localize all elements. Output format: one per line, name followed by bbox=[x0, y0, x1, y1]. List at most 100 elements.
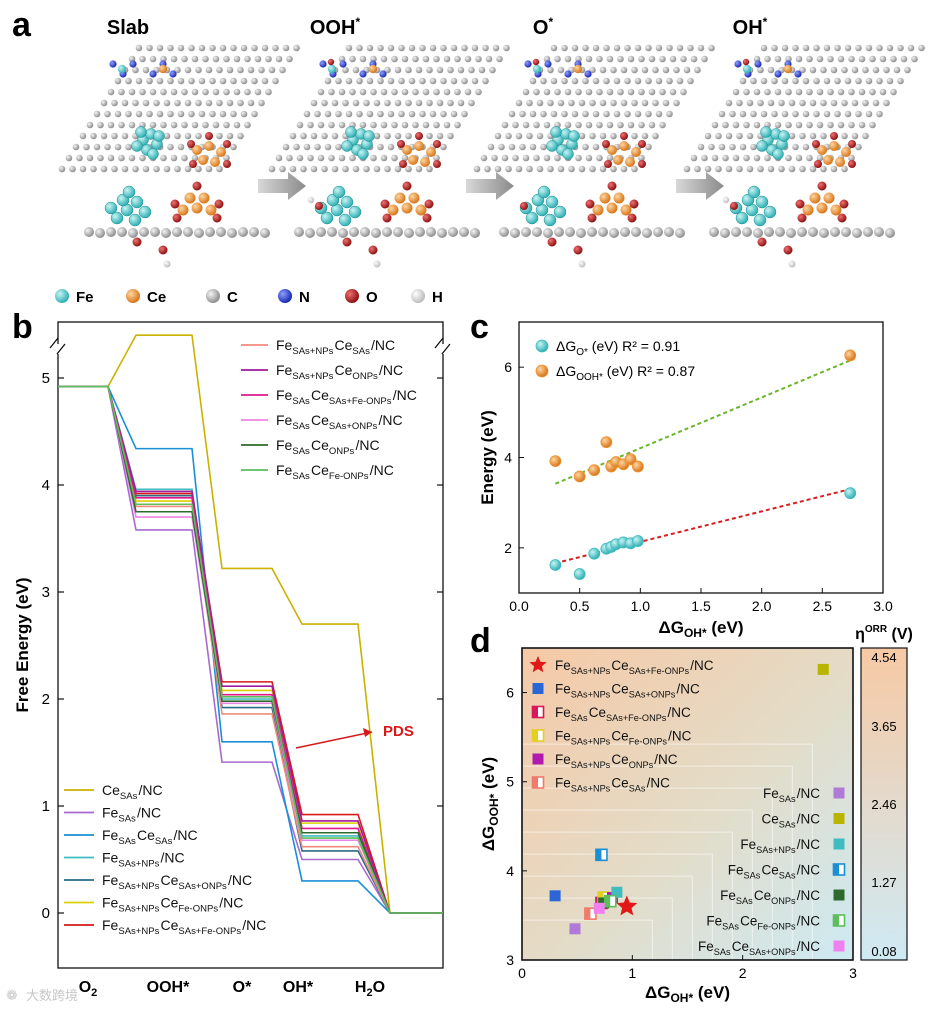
carbon-atom bbox=[170, 154, 178, 162]
carbon-atom bbox=[170, 121, 178, 129]
carbon-atom bbox=[816, 121, 824, 129]
oxygen-atom bbox=[399, 160, 407, 168]
carbon-atom bbox=[464, 55, 472, 63]
carbon-atom bbox=[128, 228, 138, 238]
carbon-atom bbox=[510, 228, 520, 238]
carbon-atom bbox=[816, 154, 824, 162]
carbon-atom bbox=[729, 143, 736, 151]
carbon-atom bbox=[508, 110, 516, 118]
carbon-atom bbox=[666, 77, 673, 85]
carbon-atom bbox=[764, 88, 771, 96]
carbon-atom bbox=[398, 44, 405, 52]
carbon-atom bbox=[596, 121, 603, 129]
carbon-atom bbox=[806, 55, 813, 63]
carbon-atom bbox=[599, 99, 607, 107]
fe-atom bbox=[735, 211, 749, 225]
legend-atom-n-icon bbox=[278, 289, 292, 303]
carbon-atom bbox=[757, 99, 764, 107]
carbon-atom bbox=[380, 121, 388, 129]
carbon-atom bbox=[272, 77, 279, 85]
carbon-atom bbox=[387, 77, 395, 85]
carbon-atom bbox=[401, 154, 409, 162]
x-tick-label: 3.0 bbox=[873, 598, 893, 614]
x-category-label: OH* bbox=[283, 979, 314, 996]
fe-atom bbox=[104, 201, 118, 215]
ce-atom bbox=[619, 141, 629, 151]
legend-label: FeSAs+NPs CeFe-ONPs /NC bbox=[555, 729, 692, 747]
carbon-atom bbox=[617, 55, 624, 63]
carbon-atom bbox=[191, 154, 199, 162]
carbon-atom bbox=[300, 165, 307, 173]
carbon-atom bbox=[181, 88, 188, 96]
carbon-atom bbox=[401, 88, 409, 96]
heatmap-background bbox=[522, 648, 853, 960]
carbon-atom bbox=[216, 227, 226, 237]
carbon-atom bbox=[293, 44, 300, 52]
carbon-atom bbox=[191, 55, 199, 63]
carbon-atom bbox=[254, 55, 262, 63]
carbon-atom bbox=[293, 143, 300, 151]
carbon-atom bbox=[461, 77, 468, 85]
carbon-atom bbox=[412, 55, 419, 63]
carbon-atom bbox=[874, 227, 884, 237]
carbon-atom bbox=[387, 143, 395, 151]
y-tick-label: 3 bbox=[42, 584, 50, 601]
carbon-atom bbox=[191, 88, 199, 96]
ce-atom bbox=[177, 204, 189, 216]
carbon-atom bbox=[610, 66, 617, 74]
carbon-atom bbox=[862, 66, 869, 74]
ce-atom bbox=[613, 192, 625, 204]
carbon-atom bbox=[841, 165, 848, 173]
carbon-atom bbox=[792, 77, 799, 85]
carbon-atom bbox=[750, 143, 757, 151]
carbon-atom bbox=[720, 228, 730, 238]
carbon-atom bbox=[335, 110, 342, 118]
carbon-atom bbox=[869, 121, 876, 129]
ce-atom bbox=[198, 155, 208, 165]
carbon-atom bbox=[349, 88, 356, 96]
carbon-atom bbox=[316, 227, 326, 237]
ce-atom bbox=[216, 147, 226, 157]
carbon-atom bbox=[470, 228, 480, 238]
carbon-atom bbox=[731, 227, 741, 237]
data-marker bbox=[595, 848, 608, 862]
carbon-atom bbox=[405, 165, 412, 173]
carbon-atom bbox=[184, 132, 192, 140]
carbon-atom bbox=[317, 154, 325, 162]
carbon-atom bbox=[450, 110, 458, 118]
carbon-atom bbox=[79, 132, 87, 140]
fe-atom bbox=[138, 205, 152, 219]
carbon-atom bbox=[634, 110, 642, 118]
carbon-atom bbox=[219, 44, 227, 52]
watermark-logo-icon: ❁ bbox=[6, 987, 18, 1003]
contour-line bbox=[522, 831, 733, 960]
carbon-atom bbox=[764, 55, 771, 63]
carbon-atom bbox=[303, 143, 311, 151]
carbon-atom bbox=[499, 227, 509, 237]
legend-label: C bbox=[227, 289, 238, 306]
carbon-atom bbox=[380, 154, 388, 162]
carbon-atom bbox=[342, 99, 349, 107]
panel-d-activity-map: 0 1 2 3 3 4 5 6 ΔGOH* (eV) ΔGOOH* (eV) ηORR (V) 4.5… bbox=[479, 624, 913, 1005]
contour-line bbox=[522, 853, 713, 960]
legend-marker-icon bbox=[531, 776, 545, 789]
carbon-atom bbox=[687, 44, 694, 52]
nitrogen-atom bbox=[319, 60, 327, 68]
legend-label: FeSAs CeSAs+ONPs /NC bbox=[276, 412, 403, 432]
carbon-atom bbox=[205, 227, 215, 237]
data-marker bbox=[569, 923, 581, 935]
carbon-atom bbox=[251, 110, 258, 118]
carbon-atom bbox=[188, 44, 195, 52]
carbon-atom bbox=[890, 55, 897, 63]
carbon-atom bbox=[468, 66, 475, 74]
carbon-atom bbox=[58, 165, 66, 173]
carbon-atom bbox=[370, 88, 377, 96]
carbon-atom bbox=[501, 121, 509, 129]
carbon-atom bbox=[659, 121, 666, 129]
carbon-atom bbox=[802, 110, 810, 118]
data-point bbox=[549, 455, 562, 468]
carbon-atom bbox=[736, 99, 743, 107]
carbon-atom bbox=[885, 228, 895, 238]
fe-nanoparticle bbox=[546, 126, 580, 160]
carbon-atom bbox=[718, 143, 726, 151]
